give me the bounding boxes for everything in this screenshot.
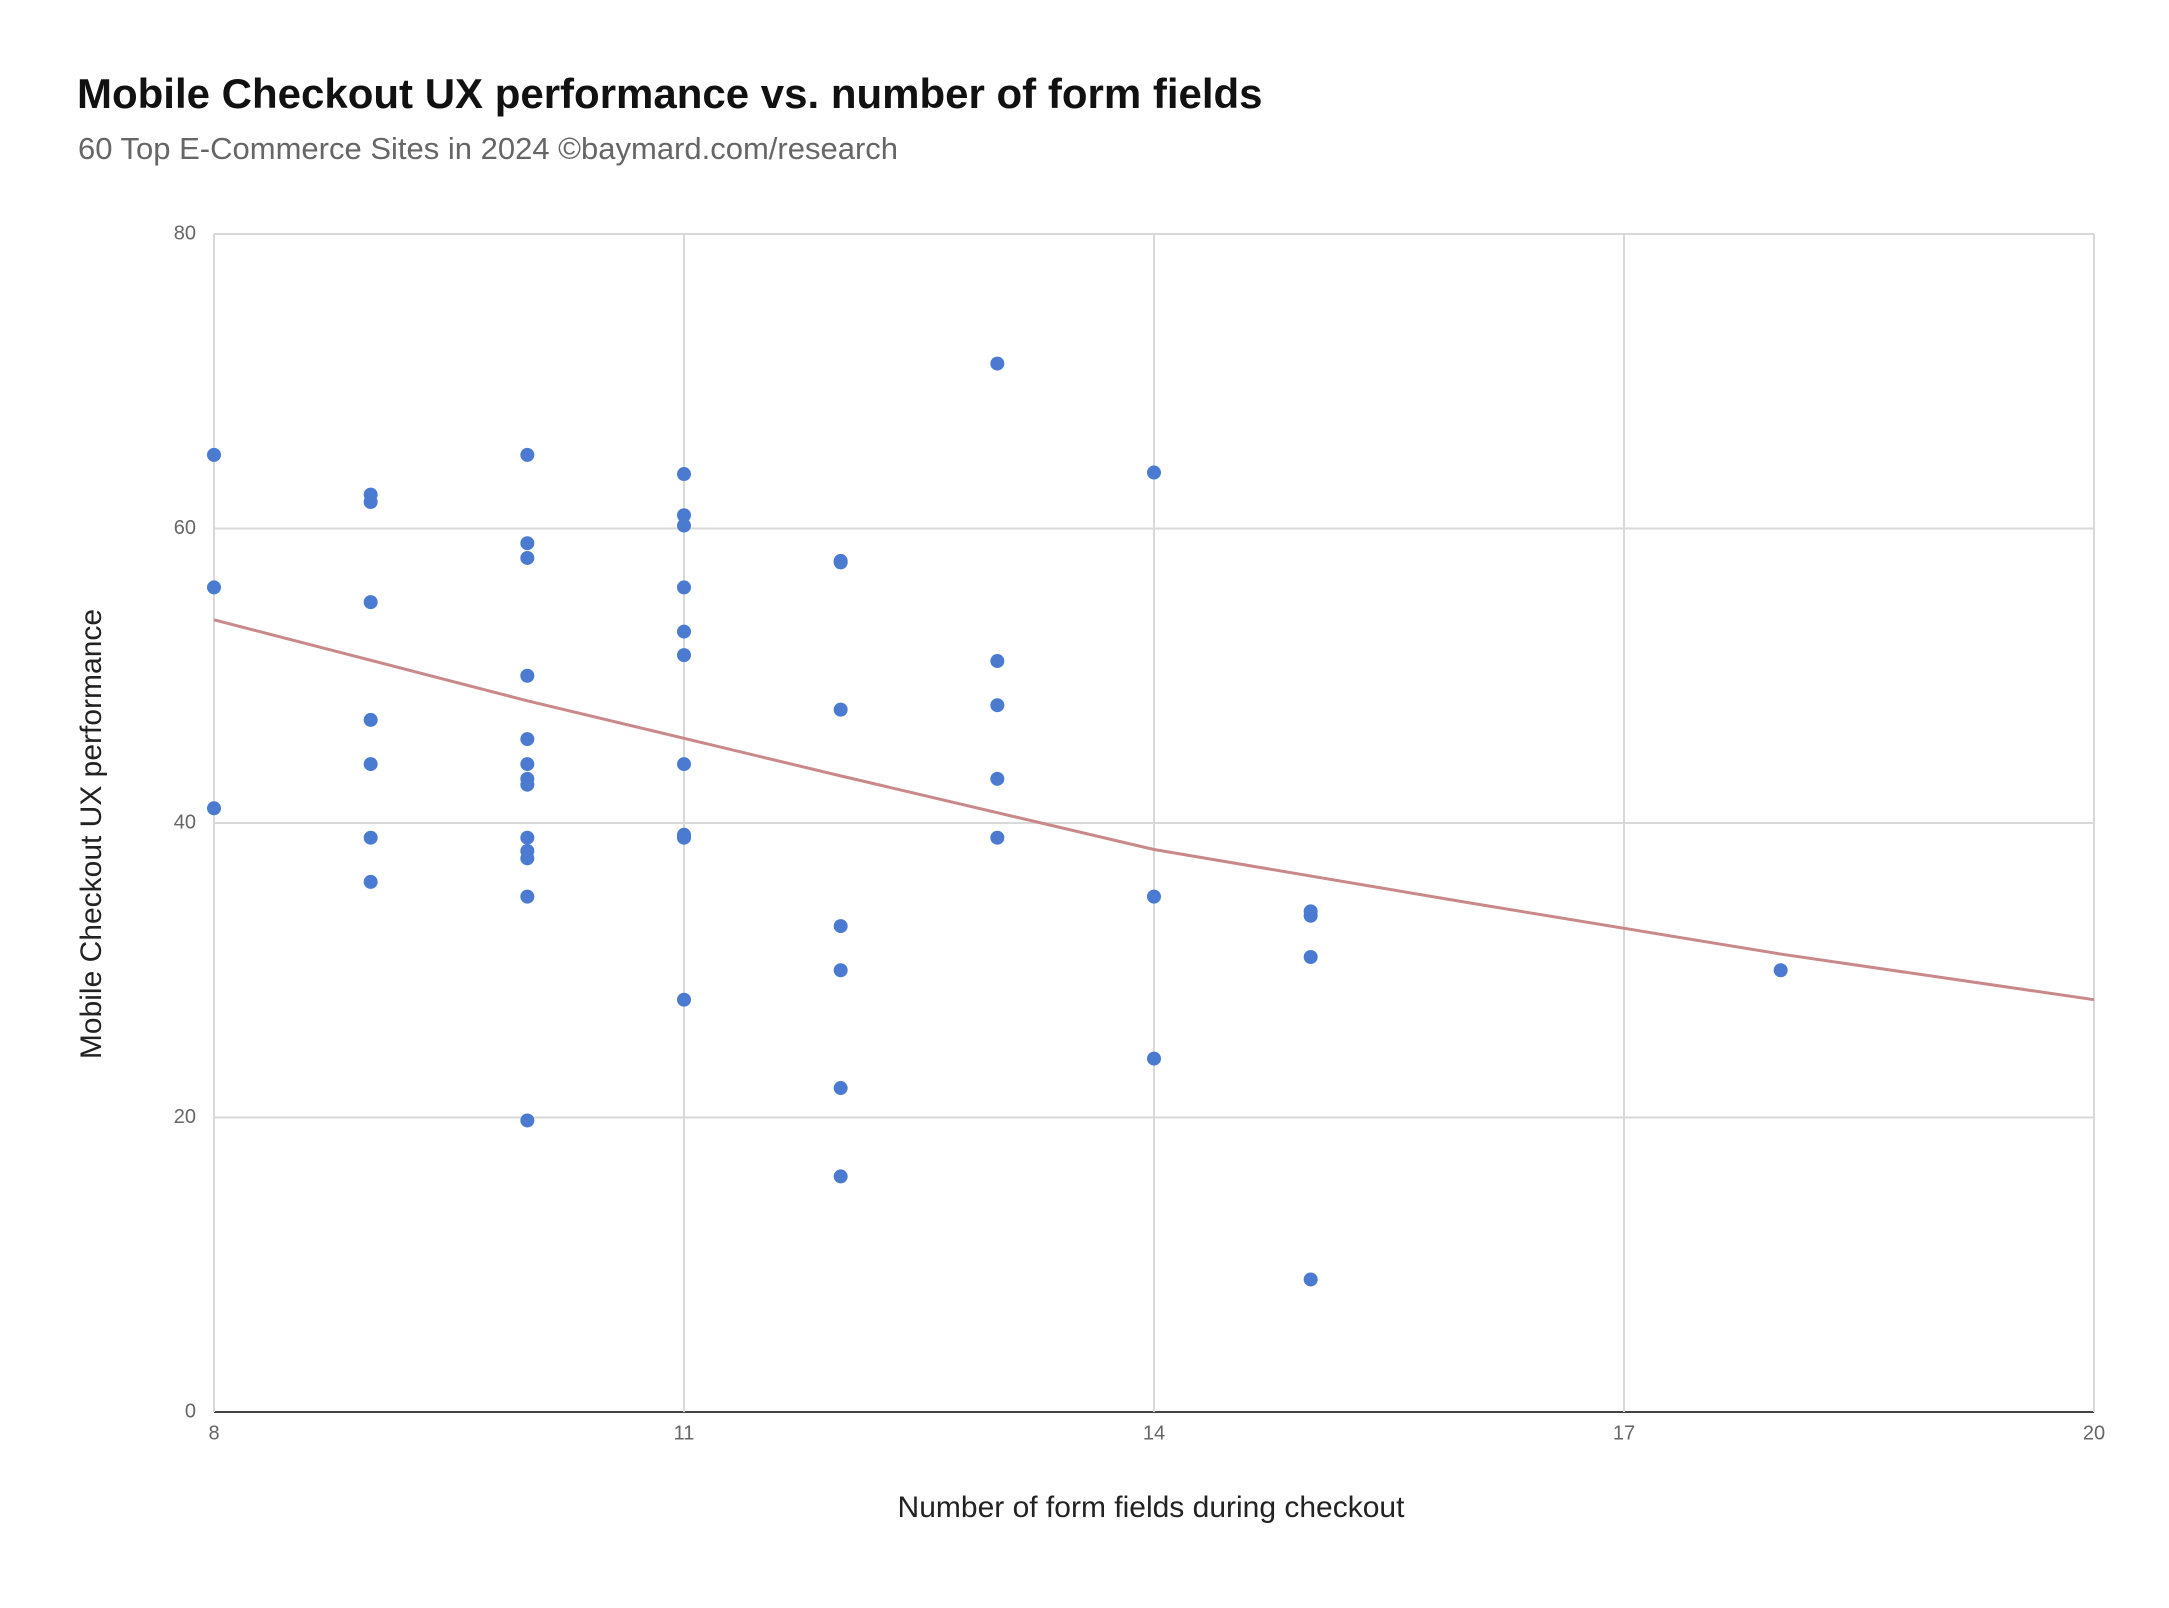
point	[677, 830, 691, 845]
point	[1147, 889, 1161, 904]
y-axis-label: Mobile Checkout UX performance	[75, 609, 108, 1059]
point	[677, 648, 691, 663]
point	[363, 830, 378, 845]
point	[363, 595, 378, 610]
point	[990, 654, 1005, 669]
x-tick-label: 11	[674, 1422, 695, 1444]
point	[677, 508, 691, 523]
point	[520, 447, 535, 462]
point	[1147, 1051, 1161, 1066]
x-tick-label: 14	[1143, 1422, 1165, 1444]
point	[520, 550, 535, 565]
point	[363, 494, 378, 509]
point	[1773, 963, 1788, 978]
point	[363, 757, 378, 772]
point	[833, 1169, 848, 1184]
point	[520, 889, 535, 904]
x-tick-label: 8	[208, 1422, 219, 1444]
x-tick-label: 20	[2083, 1422, 2105, 1444]
point	[833, 963, 848, 978]
point	[520, 668, 535, 683]
point	[833, 1081, 848, 1096]
chart-subtitle: 60 Top E-Commerce Sites in 2024 ©baymard…	[78, 131, 898, 166]
point	[677, 518, 691, 533]
point	[833, 919, 848, 934]
point	[520, 732, 535, 747]
point	[363, 712, 378, 727]
point	[1303, 908, 1318, 923]
y-tick-label: 0	[185, 1400, 196, 1422]
y-tick-label: 80	[174, 222, 196, 244]
point	[1303, 949, 1318, 964]
point	[207, 801, 221, 816]
point	[520, 757, 535, 772]
point	[207, 580, 221, 595]
point	[833, 555, 848, 570]
point	[677, 467, 691, 482]
y-tick-label: 60	[174, 517, 196, 539]
point	[990, 698, 1005, 713]
x-tick-label: 17	[1613, 1422, 1635, 1444]
point	[990, 830, 1005, 845]
point	[520, 1113, 535, 1128]
point	[677, 992, 691, 1007]
point	[833, 702, 848, 717]
point	[520, 777, 535, 792]
point	[520, 830, 535, 845]
point	[363, 874, 378, 889]
chart-title: Mobile Checkout UX performance vs. numbe…	[77, 70, 1263, 117]
point	[990, 771, 1005, 786]
x-axis-label: Number of form fields during checkout	[898, 1491, 1406, 1524]
point	[677, 624, 691, 639]
y-tick-label: 20	[174, 1106, 196, 1128]
point	[990, 356, 1005, 371]
point	[1147, 465, 1161, 480]
point	[520, 851, 535, 866]
point	[677, 580, 691, 595]
point	[207, 447, 221, 462]
point	[1303, 1272, 1318, 1287]
y-tick-label: 40	[174, 811, 196, 833]
trendline	[213, 618, 2095, 1002]
point	[520, 536, 535, 551]
point	[677, 757, 691, 772]
